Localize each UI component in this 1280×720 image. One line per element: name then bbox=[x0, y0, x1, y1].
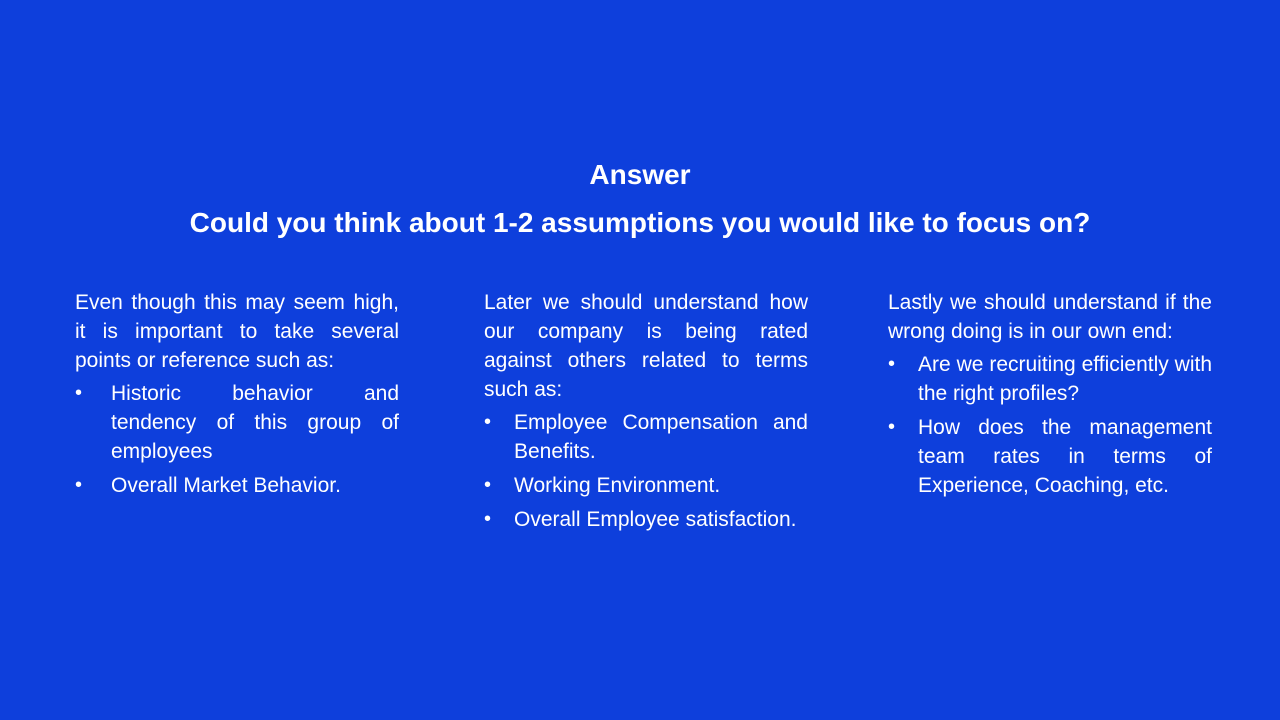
column-intro: Later we should understand how our compa… bbox=[484, 291, 808, 401]
column-historic: Even though this may seem high, it is im… bbox=[75, 288, 399, 505]
column-rating: Later we should understand how our compa… bbox=[484, 288, 808, 539]
list-item-text: How does the management team rates in te… bbox=[918, 416, 1212, 497]
list-item-text: Are we recruiting efficiently with the r… bbox=[918, 353, 1212, 405]
bullet-icon: • bbox=[484, 474, 492, 496]
bullet-icon: • bbox=[75, 474, 83, 496]
bullet-icon: • bbox=[888, 353, 896, 375]
bullet-icon: • bbox=[75, 382, 83, 404]
bullet-list: • Employee Compensation and Benefits. • Wo… bbox=[484, 408, 808, 534]
bullet-list: • Are we recruiting efficiently with the … bbox=[888, 350, 1212, 500]
list-item: • Are we recruiting efficiently with the … bbox=[888, 350, 1212, 408]
column-intro: Even though this may seem high, it is im… bbox=[75, 291, 399, 372]
list-item: • Employee Compensation and Benefits. bbox=[484, 408, 808, 466]
list-item: • Overall Employee satisfaction. bbox=[484, 505, 808, 534]
list-item-text: Overall Employee satisfaction. bbox=[514, 508, 797, 531]
list-item-text: Overall Market Behavior. bbox=[111, 474, 341, 497]
list-item: • Overall Market Behavior. bbox=[75, 471, 399, 500]
list-item-text: Working Environment. bbox=[514, 474, 721, 497]
column-internal: Lastly we should understand if the wrong… bbox=[888, 288, 1212, 505]
list-item: • How does the management team rates in t… bbox=[888, 413, 1212, 500]
list-item: • Historic behavior and tendency of this … bbox=[75, 379, 399, 466]
bullet-icon: • bbox=[888, 416, 896, 438]
list-item-text: Historic behavior and tendency of this g… bbox=[111, 382, 399, 463]
slide-question: Could you think about 1-2 assumptions yo… bbox=[189, 207, 1091, 238]
list-item: • Working Environment. bbox=[484, 471, 808, 500]
bullet-icon: • bbox=[484, 411, 492, 433]
bullet-list: • Historic behavior and tendency of this … bbox=[75, 379, 399, 500]
bullet-icon: • bbox=[484, 508, 492, 530]
column-intro: Lastly we should understand if the wrong… bbox=[888, 291, 1212, 343]
list-item-text: Employee Compensation and Benefits. bbox=[514, 411, 808, 463]
slide-title: Answer bbox=[589, 159, 691, 190]
